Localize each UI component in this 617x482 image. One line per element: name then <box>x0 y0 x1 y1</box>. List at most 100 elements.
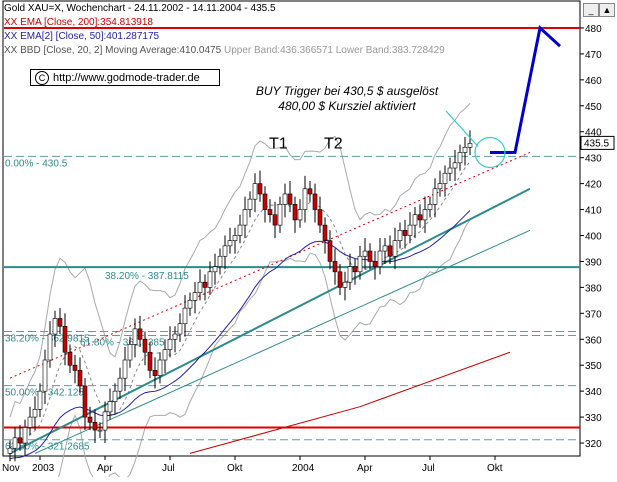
candle-body <box>212 266 218 273</box>
annotation-pointer <box>445 110 479 147</box>
candle-body <box>102 411 108 431</box>
ema50-legend: XX EMA[2] [Close, 50]:401.287175 <box>4 31 160 42</box>
candle-body <box>452 162 458 169</box>
t2-label: T2 <box>324 135 343 152</box>
x-tick-label: 2003 <box>32 463 55 474</box>
candle-body <box>22 427 28 444</box>
candle-body <box>332 261 338 273</box>
candle-body <box>267 209 273 216</box>
candle-body <box>357 255 363 273</box>
candle-body <box>437 183 443 190</box>
x-axis: Nov 2003 Apr Jul Okt 2004 Apr Jul Okt <box>2 456 503 474</box>
x-tick-label: Apr <box>357 463 373 474</box>
candle-body <box>447 167 453 174</box>
x-tick-label: Jul <box>162 463 175 474</box>
x-tick-label: Apr <box>97 463 113 474</box>
candle-body <box>342 281 348 288</box>
candle-body <box>327 240 333 262</box>
candle-body <box>462 146 468 153</box>
candle-body <box>122 359 128 379</box>
y-tick-label: 350 <box>585 361 602 372</box>
candle-body <box>367 250 373 262</box>
candle-body <box>257 183 263 195</box>
candle-body <box>202 281 208 288</box>
y-tick-label: 340 <box>585 387 602 398</box>
candle-body <box>417 214 423 221</box>
y-tick-label: 450 <box>585 102 602 113</box>
forecast-arrow <box>490 25 562 154</box>
candle-body <box>382 245 388 252</box>
annotation-line-2: 480,00 $ Kursziel aktiviert <box>278 99 416 113</box>
candle-body <box>442 172 448 184</box>
candle-body <box>12 437 18 449</box>
scroll-up-icon[interactable]: ▲ <box>599 3 615 17</box>
trendline <box>34 229 531 454</box>
candle-body <box>67 351 73 366</box>
level-label: 38.20% - 387.8115 <box>105 271 189 282</box>
y-tick-label: 440 <box>585 128 602 139</box>
y-tick-label: 470 <box>585 50 602 61</box>
ema200-line <box>189 351 511 454</box>
y-tick-label: 460 <box>585 76 602 87</box>
candle-body <box>272 214 278 226</box>
candle-body <box>387 245 393 257</box>
plot-border <box>2 0 581 457</box>
candle-body <box>242 209 248 226</box>
x-tick-label: Jul <box>422 463 435 474</box>
bbd-lower-legend: Lower Band:383.728429 <box>335 45 445 56</box>
candle-body <box>362 250 368 257</box>
level-label: 61.80% - 361.4385 <box>80 338 165 349</box>
bollinger-mid <box>9 161 471 449</box>
candle-body <box>197 281 203 293</box>
candle-body <box>247 198 253 210</box>
y-tick-label: 360 <box>585 335 602 346</box>
candle-body <box>7 447 13 454</box>
candle-body <box>457 152 463 164</box>
trendline <box>9 187 531 455</box>
candle-body <box>422 209 428 221</box>
candle-body <box>147 351 153 371</box>
y-tick-label: 390 <box>585 257 602 268</box>
candle-body <box>172 333 178 340</box>
ema200-legend: XX EMA [Close, 200]:354.813918 <box>4 17 153 28</box>
candle-body <box>252 183 258 200</box>
y-tick-label: 370 <box>585 309 602 320</box>
candle-body <box>402 229 408 236</box>
x-tick-label: Okt <box>227 463 243 474</box>
candle-body <box>177 323 183 335</box>
y-tick-label: 330 <box>585 413 602 424</box>
candle-body <box>92 421 98 431</box>
candle-body <box>162 349 168 361</box>
candle-body <box>152 370 158 376</box>
annotation-line-1: BUY Trigger bei 430,5 $ ausgelöst <box>255 84 439 98</box>
bbd-main-legend: XX BBD [Close, 20, 2] Moving Average:410… <box>4 45 222 56</box>
y-tick-label: 380 <box>585 283 602 294</box>
candle-body <box>467 143 473 148</box>
candle-body <box>282 193 288 205</box>
candle-body <box>427 204 433 210</box>
candle-body <box>27 416 33 428</box>
bollinger-bands <box>9 103 471 482</box>
candle-body <box>82 385 88 418</box>
candle-body <box>352 266 358 273</box>
candle-body <box>317 209 323 226</box>
x-tick-label: Okt <box>487 463 503 474</box>
candle-body <box>302 188 308 210</box>
candle-body <box>57 318 63 327</box>
candle-body <box>312 193 318 210</box>
candle-body <box>142 338 148 353</box>
candle-body <box>87 416 93 423</box>
candle-body <box>192 292 198 301</box>
y-tick-label: 480 <box>585 24 602 35</box>
last-price-box <box>580 135 615 150</box>
forecast-path <box>445 25 562 169</box>
minimize-icon[interactable]: _ <box>583 3 599 17</box>
candle-body <box>397 229 403 241</box>
y-axis: 3203303403503603703803904004104204304404… <box>580 24 615 450</box>
chart-title: Gold XAU=X, Wochenchart - 24.11.2002 - 1… <box>4 3 276 14</box>
candle-body <box>77 370 83 387</box>
candle-body <box>392 240 398 257</box>
candle-body <box>72 364 78 371</box>
candle-body <box>432 188 438 205</box>
